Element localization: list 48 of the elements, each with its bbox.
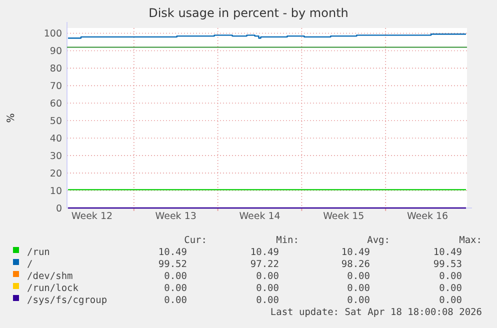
y-tick-label: 10 bbox=[50, 186, 62, 198]
text: 0.00 bbox=[439, 283, 462, 294]
text: 0.00 bbox=[439, 295, 462, 306]
text: 97.22 bbox=[250, 259, 279, 270]
x-tick-label: Week 12 bbox=[71, 211, 113, 222]
text: 10.49 bbox=[433, 247, 462, 258]
text: 0.00 bbox=[439, 271, 462, 282]
y-axis-title: % bbox=[6, 113, 17, 123]
text: 0.00 bbox=[256, 271, 280, 282]
text: 0.00 bbox=[347, 271, 370, 282]
text: Cur: bbox=[184, 235, 207, 246]
text: 0.00 bbox=[164, 295, 188, 306]
y-tick-label: 60 bbox=[50, 98, 62, 110]
text: Last update: Sat Apr 18 18:00:08 2026 bbox=[270, 307, 482, 318]
text: 99.52 bbox=[158, 259, 187, 270]
legend-label: /run/lock bbox=[27, 283, 79, 294]
y-tick-label: 70 bbox=[50, 81, 62, 92]
text: Avg: bbox=[367, 235, 390, 246]
text: 98.26 bbox=[341, 259, 370, 270]
x-tick-label: Week 13 bbox=[155, 211, 196, 222]
legend-label: /dev/shm bbox=[27, 271, 74, 282]
text: 10.49 bbox=[250, 247, 280, 258]
text: 10.49 bbox=[158, 247, 188, 258]
x-tick-label: Week 15 bbox=[323, 211, 364, 222]
x-tick-label: Week 16 bbox=[406, 211, 448, 222]
legend-label: /sys/fs/cgroup bbox=[27, 295, 108, 306]
y-tick-label: 100 bbox=[44, 28, 62, 40]
legend-label: / bbox=[27, 259, 33, 270]
x-tick-label: Week 14 bbox=[239, 211, 280, 222]
legend-label: /run bbox=[27, 247, 50, 258]
text: 0.00 bbox=[256, 295, 280, 306]
chart-title: Disk usage in percent - by month bbox=[148, 6, 348, 20]
text: 0.00 bbox=[164, 271, 188, 282]
text: Max: bbox=[459, 235, 482, 246]
text: 10.49 bbox=[341, 247, 370, 258]
text: 0.00 bbox=[347, 283, 370, 294]
text: 0.00 bbox=[164, 283, 188, 294]
text: 99.53 bbox=[433, 259, 462, 270]
y-tick-label: 40 bbox=[50, 134, 62, 145]
y-tick-label: 50 bbox=[50, 116, 62, 128]
text: Min: bbox=[276, 235, 299, 246]
y-tick-label: 80 bbox=[50, 64, 62, 75]
y-tick-label: 20 bbox=[50, 168, 62, 180]
y-tick-label: 30 bbox=[50, 151, 62, 162]
text: 0.00 bbox=[256, 283, 280, 294]
y-tick-label: 90 bbox=[50, 46, 62, 58]
y-tick-label: 0 bbox=[56, 204, 62, 214]
text: 0.00 bbox=[347, 295, 370, 306]
